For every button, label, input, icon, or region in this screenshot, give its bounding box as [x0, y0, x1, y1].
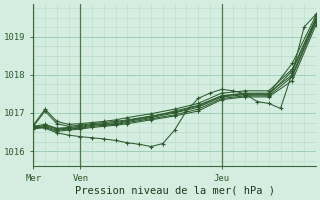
X-axis label: Pression niveau de la mer( hPa ): Pression niveau de la mer( hPa ) [75, 186, 275, 196]
